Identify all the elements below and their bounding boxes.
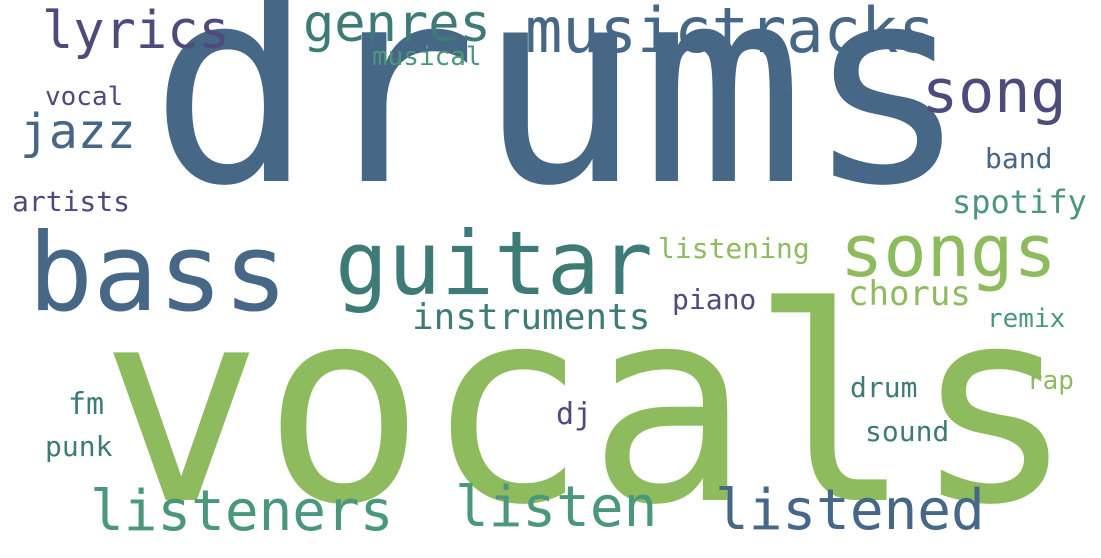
word-lyrics: lyrics — [42, 1, 230, 61]
word-vocal: vocal — [45, 82, 124, 112]
word-piano: piano — [672, 283, 757, 316]
word-jazz: jazz — [20, 104, 136, 160]
word-rap: rap — [1027, 366, 1074, 396]
word-genres: genres — [303, 0, 491, 54]
word-listening: listening — [658, 232, 810, 265]
word-drums: drums — [150, 0, 969, 246]
word-remix: remix — [987, 304, 1066, 334]
word-listened: listened — [715, 478, 985, 543]
word-songs: songs — [840, 209, 1057, 293]
word-chorus: chorus — [848, 274, 971, 314]
word-guitar: guitar — [335, 212, 653, 315]
word-fm: fm — [68, 387, 105, 422]
word-spotify: spotify — [952, 183, 1087, 221]
word-band: band — [985, 142, 1053, 175]
word-drum: drum — [850, 371, 918, 404]
word-listen: listen — [455, 475, 658, 540]
word-bass: bass — [28, 211, 289, 336]
word-musictracks: musictracks — [525, 0, 936, 67]
word-dj: dj — [556, 397, 593, 432]
word-artists: artists — [12, 185, 131, 218]
word-sound: sound — [865, 415, 950, 448]
word-listeners: listeners — [90, 479, 394, 544]
word-song: song — [922, 57, 1067, 127]
word-punk: punk — [45, 430, 113, 463]
word-vocals: vocals — [100, 249, 1076, 558]
word-musical: musical — [372, 42, 482, 72]
word-instruments: instruments — [412, 297, 651, 338]
